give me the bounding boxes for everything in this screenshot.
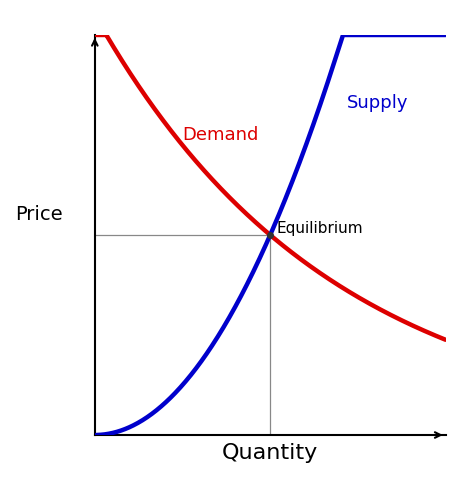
Text: Demand: Demand <box>182 126 259 144</box>
Text: Equilibrium: Equilibrium <box>276 222 363 236</box>
X-axis label: Quantity: Quantity <box>222 444 319 464</box>
Text: Price: Price <box>15 206 63 225</box>
Text: Supply: Supply <box>347 94 409 112</box>
